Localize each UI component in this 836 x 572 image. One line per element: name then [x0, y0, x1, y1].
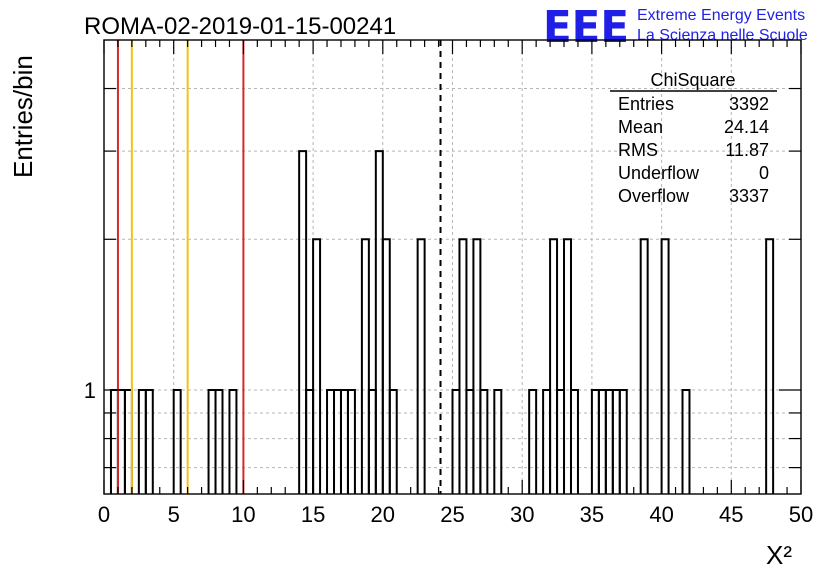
y-tick-label: 1	[84, 378, 96, 403]
histogram-bar	[660, 238, 670, 494]
logo-line2: La Scienza nelle Scuole	[637, 27, 808, 44]
x-tick-label: 30	[510, 502, 534, 527]
histogram-bar	[214, 389, 224, 494]
histogram-bar	[228, 389, 238, 494]
logo-mark: EEE	[543, 2, 629, 53]
stats-label: Mean	[618, 117, 663, 137]
stats-value: 11.87	[725, 140, 769, 160]
histogram-bar	[639, 238, 649, 494]
x-tick-label: 45	[719, 502, 743, 527]
x-tick-labels: 0 5 10 15 20 25 30 35 40 45 50	[98, 502, 813, 527]
chart-title: ROMA-02-2019-01-15-00241	[84, 13, 396, 40]
stats-value: 0	[759, 163, 769, 183]
histogram-bar	[493, 389, 503, 494]
y-axis-label: Entries/bin	[8, 55, 38, 178]
histogram-bar	[416, 238, 426, 494]
histogram-bar	[312, 238, 322, 494]
histogram-bar	[381, 238, 391, 494]
histogram-bar	[549, 238, 559, 494]
reference-lines	[116, 40, 442, 494]
histogram-bar	[765, 238, 775, 494]
x-tick-label: 0	[98, 502, 110, 527]
y-tick-labels: 1	[84, 378, 96, 403]
histogram-bar	[563, 238, 572, 494]
histogram-bar	[144, 389, 154, 494]
histogram-bar	[479, 389, 489, 494]
x-tick-label: 35	[580, 502, 604, 527]
logo-line1: Extreme Energy Events	[637, 7, 805, 24]
stats-box: ChiSquare Entries 3392 Mean 24.14 RMS 11.87 Un…	[610, 70, 777, 206]
stats-label: Overflow	[618, 186, 690, 206]
histogram-bar	[298, 150, 308, 494]
x-tick-label: 50	[789, 502, 813, 527]
histogram-bar	[458, 238, 468, 494]
histogram-bar	[681, 389, 691, 494]
stats-value: 24.14	[724, 117, 769, 137]
x-tick-label: 15	[301, 502, 325, 527]
histogram-bar	[346, 389, 356, 494]
histogram-bar	[388, 389, 398, 494]
stats-label: Underflow	[618, 163, 700, 183]
x-tick-label: 25	[440, 502, 464, 527]
x-tick-label: 20	[371, 502, 395, 527]
x-tick-label: 40	[649, 502, 673, 527]
histogram-bar	[528, 389, 538, 494]
stats-label: RMS	[618, 140, 658, 160]
histogram-bar	[618, 389, 628, 494]
histogram-bar	[569, 389, 579, 494]
axis-ticks	[103, 40, 802, 494]
histogram-bar	[172, 389, 182, 494]
stats-label: Entries	[618, 94, 674, 114]
x-axis-label: X²	[766, 540, 792, 570]
stats-rows: Entries 3392 Mean 24.14 RMS 11.87 Underflow 0 Ov…	[618, 94, 769, 206]
x-tick-label: 5	[168, 502, 180, 527]
histogram-bar	[360, 238, 370, 494]
histogram-bar	[472, 238, 482, 494]
histogram	[109, 150, 775, 494]
stats-title: ChiSquare	[650, 70, 735, 90]
stats-value: 3392	[729, 94, 769, 114]
stats-value: 3337	[729, 186, 769, 206]
x-tick-label: 10	[231, 502, 255, 527]
